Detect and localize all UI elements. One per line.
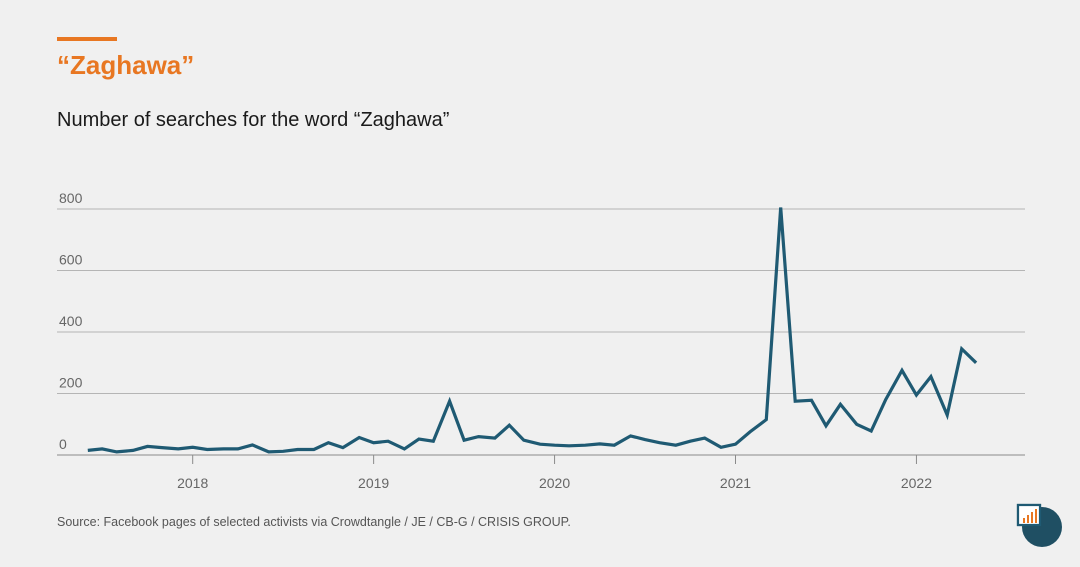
chart-title: “Zaghawa” [57, 50, 195, 80]
y-tick-label: 600 [59, 252, 83, 268]
y-tick-label: 200 [59, 375, 83, 391]
accent-bar [57, 37, 117, 41]
series-line [87, 207, 978, 454]
chart-subtitle: Number of searches for the word “Zaghawa… [57, 109, 450, 131]
y-tick-label: 0 [59, 436, 67, 452]
x-tick-label: 2022 [901, 475, 932, 491]
x-tick-label: 2019 [358, 475, 389, 491]
y-tick-label: 800 [59, 190, 83, 206]
x-tick-label: 2020 [539, 475, 570, 491]
x-tick-label: 2021 [720, 475, 751, 491]
crisis-group-logo-icon [1016, 503, 1062, 547]
y-tick-label: 400 [59, 313, 83, 329]
x-tick-label: 2018 [177, 475, 208, 491]
source-note: Source: Facebook pages of selected activ… [57, 515, 571, 529]
